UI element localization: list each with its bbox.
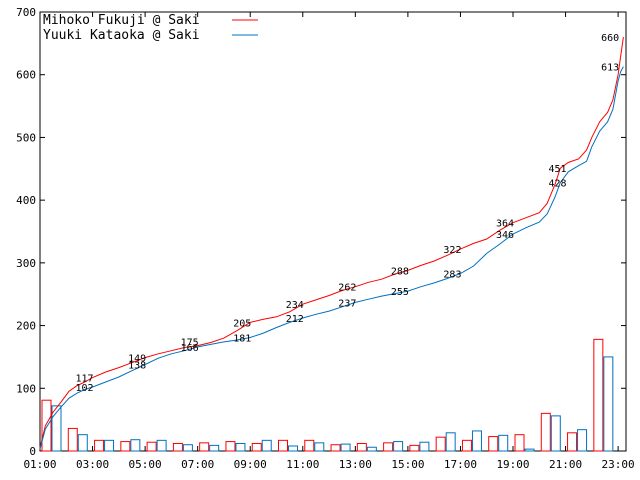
data-label-series-1: 175 — [181, 337, 199, 348]
x-tick-label: 05:00 — [129, 458, 162, 471]
x-axis: 01:00 03:00 05:00 07:00 09:00 11:00 13:00 15:00… — [23, 12, 635, 471]
data-label-series-2: 428 — [549, 179, 567, 190]
y-tick-label: 0 — [29, 445, 36, 458]
data-label-series-1: 451 — [549, 164, 567, 175]
bar-series-1 — [330, 444, 341, 452]
bar-series-1 — [540, 412, 551, 452]
x-tick-label: 13:00 — [339, 458, 372, 471]
x-tick-label: 07:00 — [181, 458, 214, 471]
bar-series-2 — [209, 444, 220, 452]
data-label-series-2: 181 — [233, 333, 251, 344]
data-label-series-2: 283 — [443, 270, 461, 281]
bar-series-2 — [104, 439, 115, 452]
data-labels: 117 149 175 205 234 262 288 322 364 451 660 102 138 1… — [76, 33, 620, 394]
cumulative-lines — [39, 37, 624, 450]
bar-series-2 — [340, 443, 351, 452]
x-tick-label: 11:00 — [286, 458, 319, 471]
bar-series-2 — [471, 430, 482, 452]
y-tick-label: 100 — [16, 382, 36, 395]
data-label-series-2: 212 — [286, 314, 304, 325]
data-label-series-1: 364 — [496, 219, 514, 230]
bar-series-1 — [461, 439, 472, 452]
x-tick-label: 03:00 — [76, 458, 109, 471]
bar-series-2 — [235, 442, 246, 452]
bar-series-2 — [524, 448, 535, 452]
legend-label-series-1: Mihoko Fukuji @ Saki — [43, 13, 200, 28]
y-tick-label: 600 — [16, 69, 36, 82]
data-label-series-1: 322 — [443, 245, 461, 256]
x-tick-label: 09:00 — [234, 458, 267, 471]
data-label-series-2: 613 — [601, 63, 619, 74]
line-series-1 — [39, 37, 624, 449]
bar-series-2 — [261, 439, 272, 452]
y-tick-label: 500 — [16, 131, 36, 144]
bar-series-2 — [498, 434, 509, 452]
bar-series-1 — [304, 439, 315, 452]
bar-series-1 — [593, 338, 604, 452]
bar-series-2 — [182, 444, 193, 452]
bar-series-1 — [172, 442, 183, 452]
bar-series-1 — [199, 442, 210, 452]
bar-series-1 — [383, 442, 394, 452]
data-label-series-2: 102 — [76, 383, 94, 394]
bar-series-1 — [120, 441, 131, 452]
legend-label-series-2: Yuuki Kataoka @ Saki — [43, 28, 200, 43]
bar-series-2 — [393, 441, 404, 452]
data-label-series-1: 288 — [391, 266, 409, 277]
x-tick-label: 19:00 — [496, 458, 529, 471]
data-label-series-2: 346 — [496, 230, 514, 241]
x-tick-label: 21:00 — [549, 458, 582, 471]
bar-series-1 — [278, 439, 289, 452]
data-label-series-1: 262 — [338, 283, 356, 294]
bar-series-1 — [514, 434, 525, 452]
y-tick-label: 400 — [16, 194, 36, 207]
bar-series-1 — [488, 436, 499, 452]
bar-series-2 — [314, 442, 325, 452]
x-tick-label: 01:00 — [23, 458, 56, 471]
bar-series-2 — [577, 429, 588, 452]
bar-series-2 — [445, 432, 456, 452]
bar-series-2 — [51, 405, 62, 452]
bar-series-1 — [251, 442, 262, 452]
hourly-bars — [41, 338, 614, 452]
bar-series-2 — [366, 446, 377, 452]
bar-series-1 — [41, 399, 52, 452]
data-label-series-2: 237 — [338, 298, 356, 309]
plot-frame — [39, 11, 627, 452]
data-label-series-1: 660 — [601, 33, 619, 44]
bar-series-2 — [550, 415, 561, 452]
bar-series-1 — [435, 436, 446, 452]
bar-series-2 — [77, 434, 88, 452]
y-tick-label: 200 — [16, 320, 36, 333]
bar-series-1 — [225, 441, 236, 452]
y-tick-label: 300 — [16, 257, 36, 270]
data-label-series-1: 117 — [76, 374, 94, 385]
bar-series-1 — [67, 427, 78, 452]
bar-series-1 — [356, 442, 367, 452]
bar-series-2 — [130, 439, 141, 452]
bar-series-2 — [288, 445, 299, 452]
y-axis: 0 100 200 300 400 500 600 700 — [16, 6, 626, 458]
bar-series-1 — [146, 441, 157, 452]
bar-series-2 — [603, 356, 614, 452]
data-label-series-1: 205 — [233, 318, 251, 329]
data-label-series-2: 255 — [391, 287, 409, 298]
y-tick-label: 700 — [16, 6, 36, 19]
bar-series-1 — [94, 439, 105, 452]
data-label-series-2: 166 — [181, 343, 199, 354]
bar-series-2 — [156, 439, 167, 452]
bar-series-1 — [409, 444, 420, 452]
data-label-series-1: 234 — [286, 300, 304, 311]
bar-series-1 — [567, 432, 578, 452]
x-tick-label: 23:00 — [602, 458, 635, 471]
x-tick-label: 17:00 — [444, 458, 477, 471]
line-series-2 — [39, 66, 624, 450]
x-tick-label: 15:00 — [391, 458, 424, 471]
bar-series-2 — [419, 441, 430, 452]
data-label-series-1: 149 — [128, 354, 146, 365]
data-label-series-2: 138 — [128, 360, 146, 371]
legend: Mihoko Fukuji @ Saki Yuuki Kataoka @ Sak… — [43, 13, 258, 43]
